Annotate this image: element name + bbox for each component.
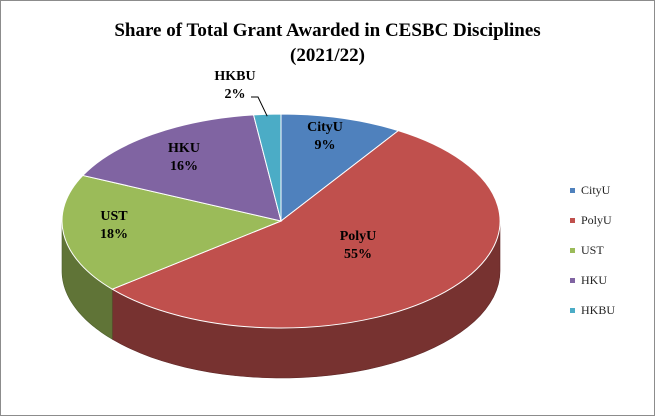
legend-label-polyu: PolyU xyxy=(581,213,612,227)
slice-hku xyxy=(81,114,282,222)
legend-swatch-cityu xyxy=(570,188,575,193)
leader-line-hkbu xyxy=(251,96,268,117)
slice-value-label-polyu: 55% xyxy=(344,247,372,262)
slice-name-label-hkbu: HKBU xyxy=(214,69,255,84)
legend-item-polyu: PolyU xyxy=(570,210,615,231)
slice-value-label-ust: 18% xyxy=(100,227,128,242)
slice-hkbu xyxy=(252,113,282,222)
legend-label-hkbu: HKBU xyxy=(581,303,616,317)
legend-swatch-hku xyxy=(570,278,575,283)
legend-label-cityu: CityU xyxy=(581,183,611,197)
legend: CityU PolyU UST HKU HKBU xyxy=(570,180,615,330)
chart-title: Share of Total Grant Awarded in CESBC Di… xyxy=(0,18,655,68)
slice-value-label-hku: 16% xyxy=(170,159,198,174)
slice-name-label-cityu: CityU xyxy=(307,120,343,135)
legend-item-hkbu: HKBU xyxy=(570,300,615,321)
legend-swatch-polyu xyxy=(570,218,575,223)
chart-subtitle-text: (2021/22) xyxy=(290,45,365,66)
legend-item-cityu: CityU xyxy=(570,180,615,201)
slice-polyu xyxy=(111,130,501,329)
legend-item-hku: HKU xyxy=(570,270,615,291)
chart-title-text: Share of Total Grant Awarded in CESBC Di… xyxy=(114,20,541,41)
legend-item-ust: UST xyxy=(570,240,615,261)
slice-ust xyxy=(61,174,283,290)
legend-label-hku: HKU xyxy=(581,273,607,287)
slice-name-label-hku: HKU xyxy=(168,141,200,156)
slice-value-label-cityu: 9% xyxy=(315,138,336,153)
pie-top xyxy=(61,113,501,329)
legend-label-ust: UST xyxy=(581,243,604,257)
slice-name-label-ust: UST xyxy=(100,209,128,224)
legend-swatch-hkbu xyxy=(570,308,575,313)
slice-cityu xyxy=(280,113,400,223)
slice-name-label-polyu: PolyU xyxy=(340,229,377,244)
legend-swatch-ust xyxy=(570,248,575,253)
slice-labels: CityU 9% PolyU 55% UST 18% HKU 16% HKBU 2% xyxy=(100,69,376,262)
slice-value-label-hkbu: 2% xyxy=(225,87,246,102)
